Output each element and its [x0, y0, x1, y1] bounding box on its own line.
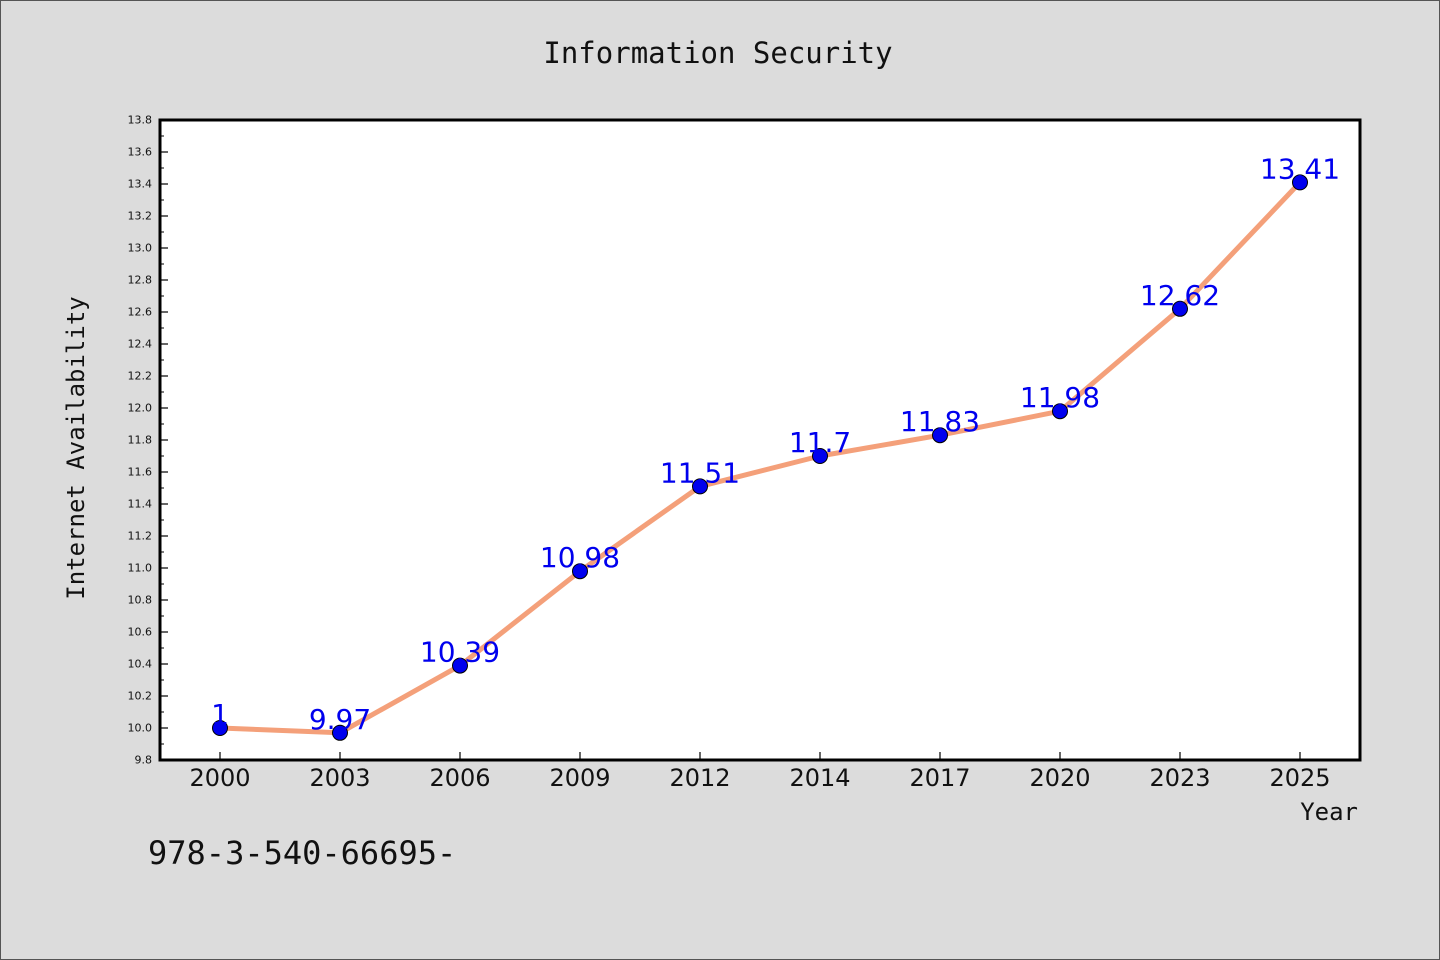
data-point-9	[1292, 174, 1308, 191]
data-point-3	[572, 563, 588, 580]
y-axis: 9.8 10.0 10.2 10.4 10.6 10.8 11.0 11.2 11.4 11.6 1…	[128, 114, 168, 767]
x-tick-label-0: 2000	[189, 764, 250, 792]
data-label-7: 11.98	[1020, 381, 1100, 414]
y-tick-label-0: 9.8	[135, 754, 153, 767]
data-label-9: 13.41	[1260, 152, 1340, 185]
annotation-text: 978-3-540-66695-	[148, 834, 456, 872]
data-label-8: 12.62	[1140, 279, 1220, 312]
y-tick-label-13: 12.4	[128, 338, 153, 351]
series-line-group: 1 9.97 10.39 10.98 11.51 11.7 11.83 11.98 12.62 1…	[211, 152, 1340, 741]
y-tick-label-11: 12.0	[128, 402, 153, 415]
x-tick-label-8: 2023	[1149, 764, 1210, 792]
y-tick-label-4: 10.6	[128, 626, 153, 639]
data-point-0	[212, 720, 228, 736]
x-tick-label-4: 2012	[669, 764, 730, 792]
y-tick-label-8: 11.4	[128, 498, 153, 511]
y-tick-label-10: 11.8	[128, 434, 153, 447]
y-tick-label-2: 10.2	[128, 690, 153, 703]
y-axis-label: Internet Availability	[62, 296, 90, 599]
x-tick-label-2: 2006	[429, 764, 490, 792]
data-point-7	[1052, 403, 1068, 420]
data-label-6: 11.83	[900, 405, 980, 438]
x-tick-label-1: 2003	[309, 764, 370, 792]
plot-area	[158, 118, 1362, 762]
data-point-4	[692, 478, 708, 495]
y-tick-label-15: 12.8	[128, 274, 153, 287]
y-tick-label-20: 13.8	[128, 114, 153, 127]
y-tick-label-19: 13.6	[128, 146, 153, 159]
data-point-8	[1172, 300, 1188, 317]
y-tick-label-18: 13.4	[128, 178, 153, 191]
data-label-1: 9.97	[309, 703, 371, 736]
x-tick-label-5: 2014	[789, 764, 850, 792]
y-tick-label-17: 13.2	[128, 210, 153, 223]
y-tick-label-7: 11.2	[128, 530, 153, 543]
data-label-5: 11.7	[789, 426, 851, 459]
y-tick-label-12: 12.2	[128, 370, 153, 383]
data-label-4: 11.51	[660, 456, 740, 489]
y-tick-label-6: 11.0	[128, 562, 153, 575]
x-axis-label: Year	[1300, 798, 1358, 826]
x-tick-label-6: 2017	[909, 764, 970, 792]
data-point-2	[452, 657, 468, 674]
y-tick-label-14: 12.6	[128, 306, 153, 319]
y-tick-label-5: 10.8	[128, 594, 153, 607]
data-point-1	[332, 724, 348, 741]
x-axis: 2000 2003 2006 2009 2012 2014 2017 2020 2023 2025	[189, 752, 1331, 792]
x-tick-label-9: 2025	[1269, 764, 1330, 792]
series-line	[219, 180, 1302, 736]
y-tick-label-16: 13.0	[128, 242, 153, 255]
x-tick-label-7: 2020	[1029, 764, 1090, 792]
chart-title: Information Security	[543, 36, 892, 70]
data-label-0: 1	[211, 698, 229, 731]
y-tick-label-1: 10.0	[128, 722, 153, 735]
y-tick-label-9: 11.6	[128, 466, 153, 479]
x-tick-label-3: 2009	[549, 764, 610, 792]
data-point-5	[812, 448, 828, 464]
data-label-3: 10.98	[540, 541, 620, 574]
y-tick-label-3: 10.4	[128, 658, 153, 671]
data-point-6	[932, 427, 948, 444]
data-label-2: 10.39	[420, 636, 500, 669]
